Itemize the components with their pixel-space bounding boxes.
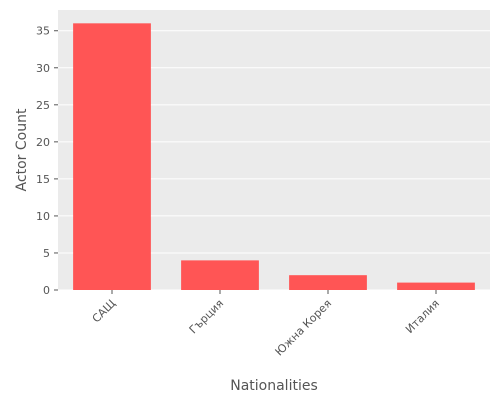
bar: [397, 282, 475, 290]
y-axis-label: Actor Count: [14, 108, 30, 191]
y-tick-label: 15: [36, 173, 50, 186]
y-tick-label: 20: [36, 136, 50, 149]
x-tick-label: Италия: [403, 297, 442, 336]
x-tick-label: Южна Корея: [273, 297, 335, 359]
y-tick-label: 30: [36, 62, 50, 75]
x-axis-label: Nationalities: [230, 378, 318, 394]
y-tick-label: 10: [36, 210, 50, 223]
y-tick-label: 25: [36, 99, 50, 112]
bar: [289, 275, 367, 290]
y-tick-label: 5: [43, 247, 50, 260]
x-axis-ticks: САЩ Гърция Южна Корея Италия: [90, 290, 442, 359]
x-tick-label: САЩ: [90, 297, 118, 325]
y-tick-label: 0: [43, 284, 50, 297]
x-tick-label: Гърция: [187, 297, 226, 336]
bars: [73, 23, 475, 290]
y-tick-label: 35: [36, 25, 50, 38]
bar: [181, 260, 259, 290]
bar: [73, 23, 151, 290]
y-axis-ticks: 0 5 10 15 20 25 30 35: [36, 25, 58, 297]
